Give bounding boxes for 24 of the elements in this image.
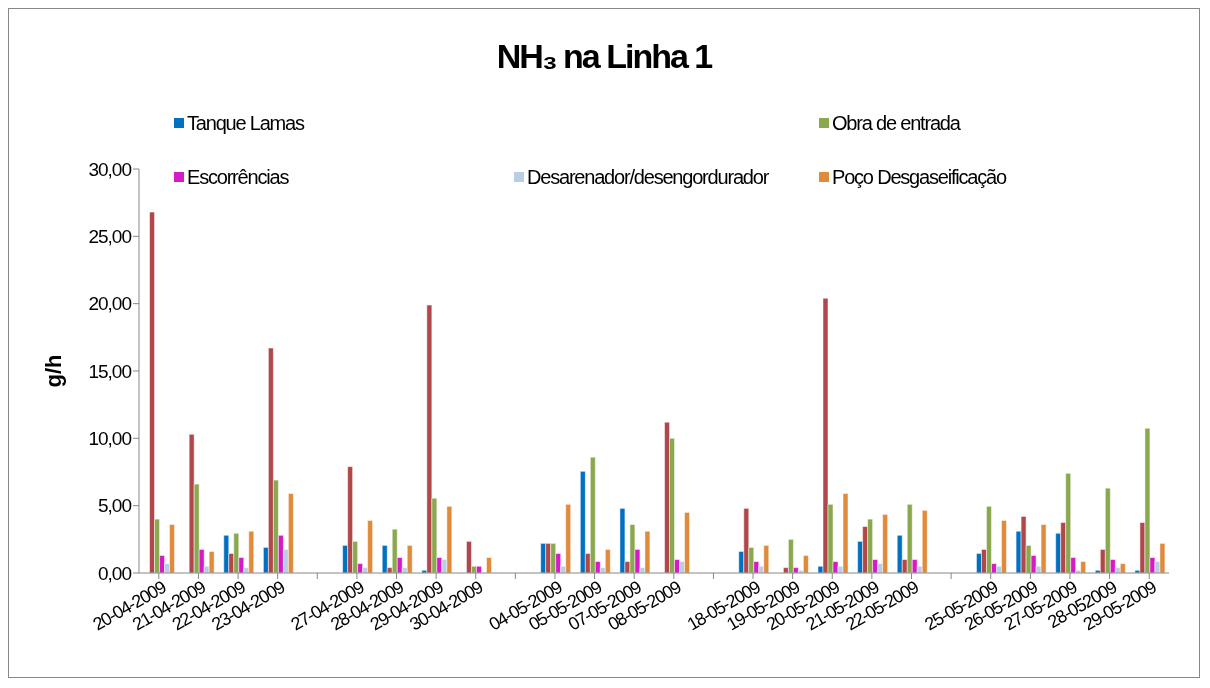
bar	[486, 557, 492, 573]
legend-label: Tanque Lamas	[187, 111, 304, 135]
y-tick-label: 25,00	[88, 226, 132, 248]
y-tick-label: 20,00	[88, 293, 132, 315]
legend-label: Desarenador/desengordurador	[527, 165, 769, 189]
bar	[466, 541, 472, 573]
legend-label: Obra de entrada	[832, 111, 960, 135]
legend-label: Escorrências	[187, 165, 289, 189]
bar	[896, 535, 903, 573]
y-tick-label: 10,00	[88, 428, 132, 450]
legend-label: Poço Desgaseificação	[832, 165, 1006, 189]
y-tick-label: 5,00	[98, 495, 132, 517]
y-tick-label: 15,00	[88, 360, 132, 382]
bar	[619, 508, 626, 573]
y-tick-label: 0,00	[98, 562, 132, 584]
y-axis-title: g/h	[41, 354, 66, 388]
chart-title: NH₃ na Linha 1	[495, 37, 713, 76]
bar	[406, 545, 413, 573]
bar	[381, 545, 388, 573]
bar	[580, 471, 586, 573]
bar	[921, 510, 928, 573]
bar	[208, 551, 215, 573]
bar	[223, 535, 230, 573]
y-tick-label: 30,00	[88, 158, 132, 180]
